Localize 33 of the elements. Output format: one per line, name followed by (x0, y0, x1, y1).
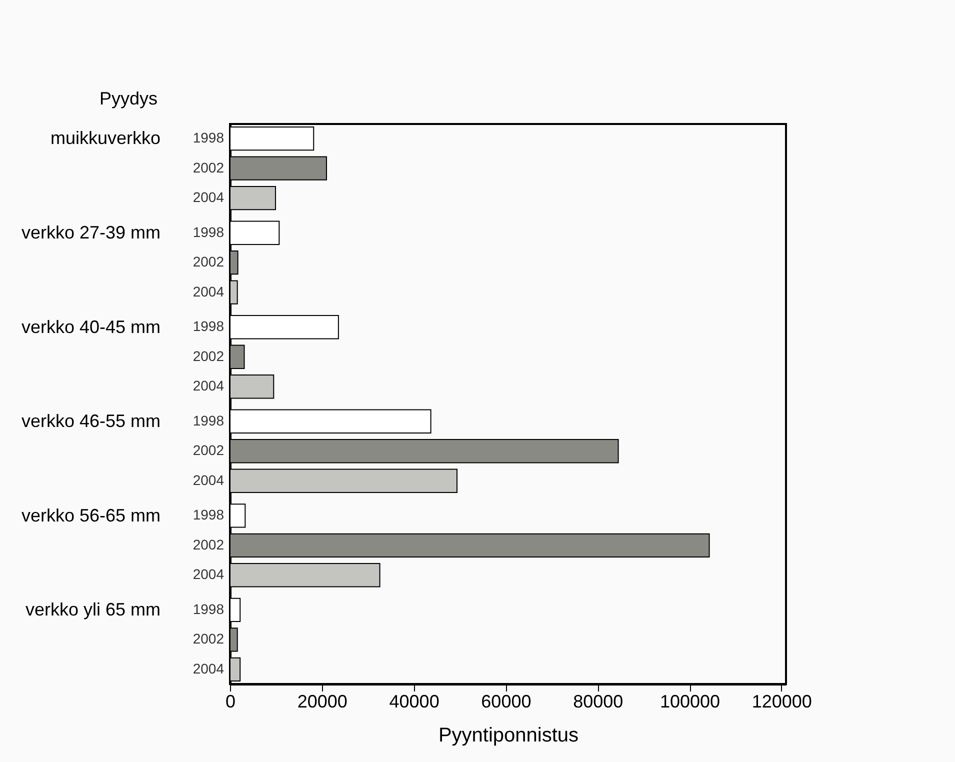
text: 2002 (192, 442, 224, 458)
text: 1998 (192, 506, 224, 523)
x-tick-label: 20000 (297, 692, 348, 712)
x-tick-label: 120000 (752, 692, 812, 712)
x-tick-label: 40000 (389, 692, 440, 712)
text: 2004 (192, 283, 224, 300)
text: 2004 (192, 660, 224, 676)
x-tick-label: 0 (225, 692, 236, 712)
x-tick-label: 60000 (481, 692, 532, 712)
text: 2002 (192, 348, 224, 364)
series-label: 1998 (192, 130, 224, 146)
text: 1998 (192, 318, 224, 334)
text: 1998 (192, 412, 224, 428)
text: 2004 (192, 472, 224, 488)
y-tick-label: verkko 56-65 mm (21, 505, 160, 526)
y-tick-label: verkko 46-55 mm (21, 411, 160, 432)
y-tick-label: verkko 40-45 mm (21, 316, 160, 337)
y-axis-title: Pyydys (99, 88, 158, 108)
series-label: 2002 (192, 159, 224, 176)
series-label: 2004 (192, 189, 224, 206)
text: 2004 (192, 378, 224, 394)
x-tick-label: 100000 (660, 692, 720, 712)
text: 2004 (192, 566, 224, 582)
text: 2002 (192, 630, 224, 647)
text: 2002 (192, 536, 224, 552)
text: 1998 (192, 224, 224, 240)
y-tick-label: verkko 27-39 mm (21, 222, 160, 242)
y-tick-label: muikkuverkko (50, 128, 160, 148)
x-tick-label: 80000 (573, 692, 624, 712)
x-axis-title: Pyyntiponnistus (438, 724, 579, 746)
text: 1998 (192, 600, 224, 617)
y-tick-label: verkko yli 65 mm (25, 600, 160, 620)
text: 2002 (192, 254, 224, 270)
